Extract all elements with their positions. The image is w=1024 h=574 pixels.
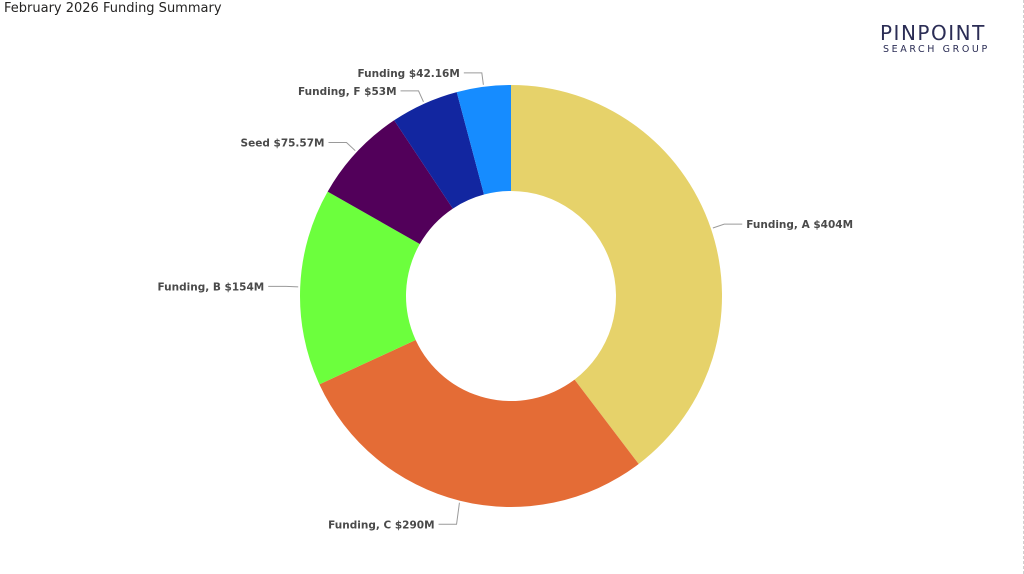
- donut-slice-funding[interactable]: [456, 85, 511, 195]
- donut-slice-funding-f[interactable]: [394, 92, 485, 209]
- data-label: Funding, C $290M: [328, 519, 434, 531]
- donut-slice-funding-b[interactable]: [299, 191, 420, 385]
- chart-title: February 2026 Funding Summary: [4, 1, 222, 16]
- logo-tagline: SEARCH GROUP: [883, 44, 990, 55]
- donut-slice-seed[interactable]: [327, 120, 453, 245]
- leader-line: [268, 285, 299, 288]
- leader-line: [438, 502, 460, 525]
- leader-line: [328, 141, 356, 152]
- data-label: Funding $42.16M: [357, 68, 459, 80]
- leader-line: [712, 223, 743, 229]
- data-label: Funding, F $53M: [298, 86, 397, 98]
- data-label: Seed $75.57M: [241, 137, 325, 149]
- leader-line: [400, 90, 424, 103]
- donut-slice-funding-c[interactable]: [319, 339, 639, 507]
- leader-line: [463, 72, 484, 85]
- data-label: Funding, B $154M: [158, 281, 265, 293]
- pinpoint-logo: PINPOINT SEARCH GROUP: [880, 22, 1010, 56]
- donut-slice-funding-a[interactable]: [511, 85, 723, 464]
- data-label: Funding, A $404M: [746, 219, 853, 231]
- logo-wordmark: PINPOINT: [880, 21, 986, 45]
